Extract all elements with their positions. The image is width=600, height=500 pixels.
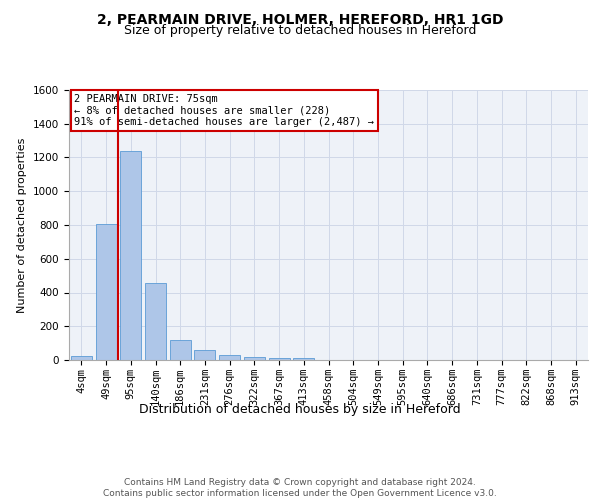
Bar	[194, 350, 215, 360]
Y-axis label: Number of detached properties: Number of detached properties	[17, 138, 28, 312]
Text: 2, PEARMAIN DRIVE, HOLMER, HEREFORD, HR1 1GD: 2, PEARMAIN DRIVE, HOLMER, HEREFORD, HR1…	[97, 12, 503, 26]
Bar	[269, 358, 290, 360]
Text: Contains HM Land Registry data © Crown copyright and database right 2024.
Contai: Contains HM Land Registry data © Crown c…	[103, 478, 497, 498]
Bar	[95, 224, 116, 360]
Bar	[145, 283, 166, 360]
Text: Size of property relative to detached houses in Hereford: Size of property relative to detached ho…	[124, 24, 476, 37]
Text: Distribution of detached houses by size in Hereford: Distribution of detached houses by size …	[139, 402, 461, 415]
Bar	[170, 340, 191, 360]
Text: 2 PEARMAIN DRIVE: 75sqm
← 8% of detached houses are smaller (228)
91% of semi-de: 2 PEARMAIN DRIVE: 75sqm ← 8% of detached…	[74, 94, 374, 127]
Bar	[71, 356, 92, 360]
Bar	[293, 358, 314, 360]
Bar	[219, 356, 240, 360]
Bar	[244, 357, 265, 360]
Bar	[120, 151, 141, 360]
